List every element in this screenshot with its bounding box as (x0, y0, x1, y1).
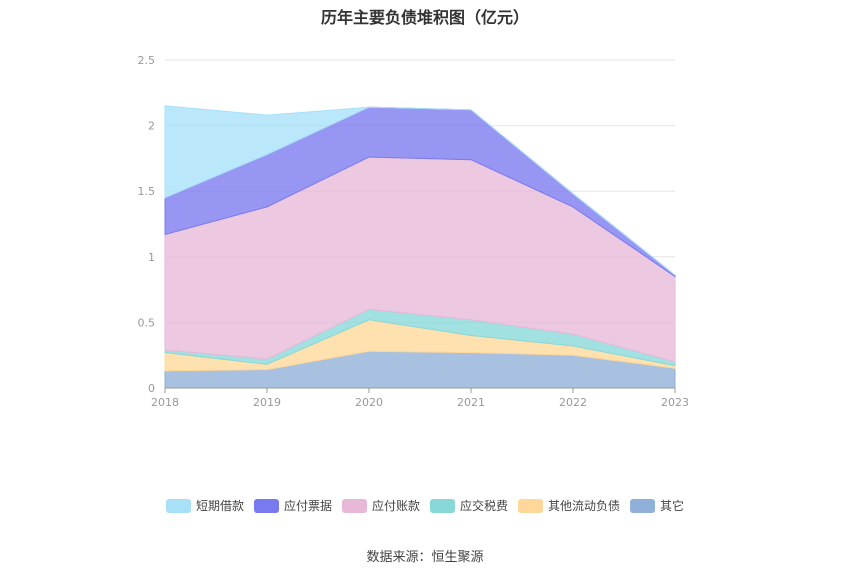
legend-item[interactable]: 应付票据 (253, 497, 332, 514)
legend-label: 其他流动负债 (548, 499, 621, 513)
x-tick-label: 2019 (253, 396, 281, 409)
legend-item[interactable]: 应交税费 (430, 497, 508, 514)
legend-label: 其它 (660, 499, 685, 513)
legend-swatch (518, 498, 544, 513)
axes: 0 0.5 1 1.5 2 2.5 2018 2019 2020 2021 2022 2023 (138, 54, 690, 409)
x-tick-label: 2020 (355, 396, 383, 409)
legend-label: 应付账款 (371, 499, 420, 513)
x-tick-label: 2022 (559, 396, 587, 409)
y-tick-label: 2 (148, 120, 155, 133)
legend-label: 短期借款 (195, 499, 244, 513)
x-tick-label: 2018 (151, 396, 179, 409)
legend-swatch (165, 498, 191, 513)
legend: 短期借款 应付票据 应付账款 应交税费 其他流动负债 其它 (0, 497, 850, 514)
y-tick-label: 1.5 (138, 185, 156, 198)
y-tick-label: 0.5 (138, 316, 156, 329)
source-note: 数据来源：恒生聚源 (366, 550, 484, 565)
y-tick-label: 0 (148, 382, 155, 395)
x-tick-label: 2023 (661, 396, 689, 409)
y-tick-label: 1 (148, 251, 155, 264)
stacked-areas (164, 105, 676, 389)
legend-label: 应付票据 (283, 499, 332, 513)
y-tick-label: 2.5 (138, 54, 156, 67)
legend-swatch (253, 498, 279, 513)
legend-label: 应交税费 (460, 499, 509, 513)
legend-swatch (341, 498, 367, 513)
x-tick-label: 2021 (457, 396, 485, 409)
area-series (164, 105, 676, 276)
legend-item[interactable]: 其它 (630, 497, 684, 514)
legend-item[interactable]: 应付账款 (341, 497, 420, 514)
legend-item[interactable]: 其他流动负债 (518, 497, 620, 514)
legend-swatch (430, 498, 455, 513)
legend-swatch (630, 498, 656, 513)
legend-item[interactable]: 短期借款 (165, 497, 244, 514)
chart-title: 历年主要负债堆积图（亿元） (320, 8, 529, 27)
